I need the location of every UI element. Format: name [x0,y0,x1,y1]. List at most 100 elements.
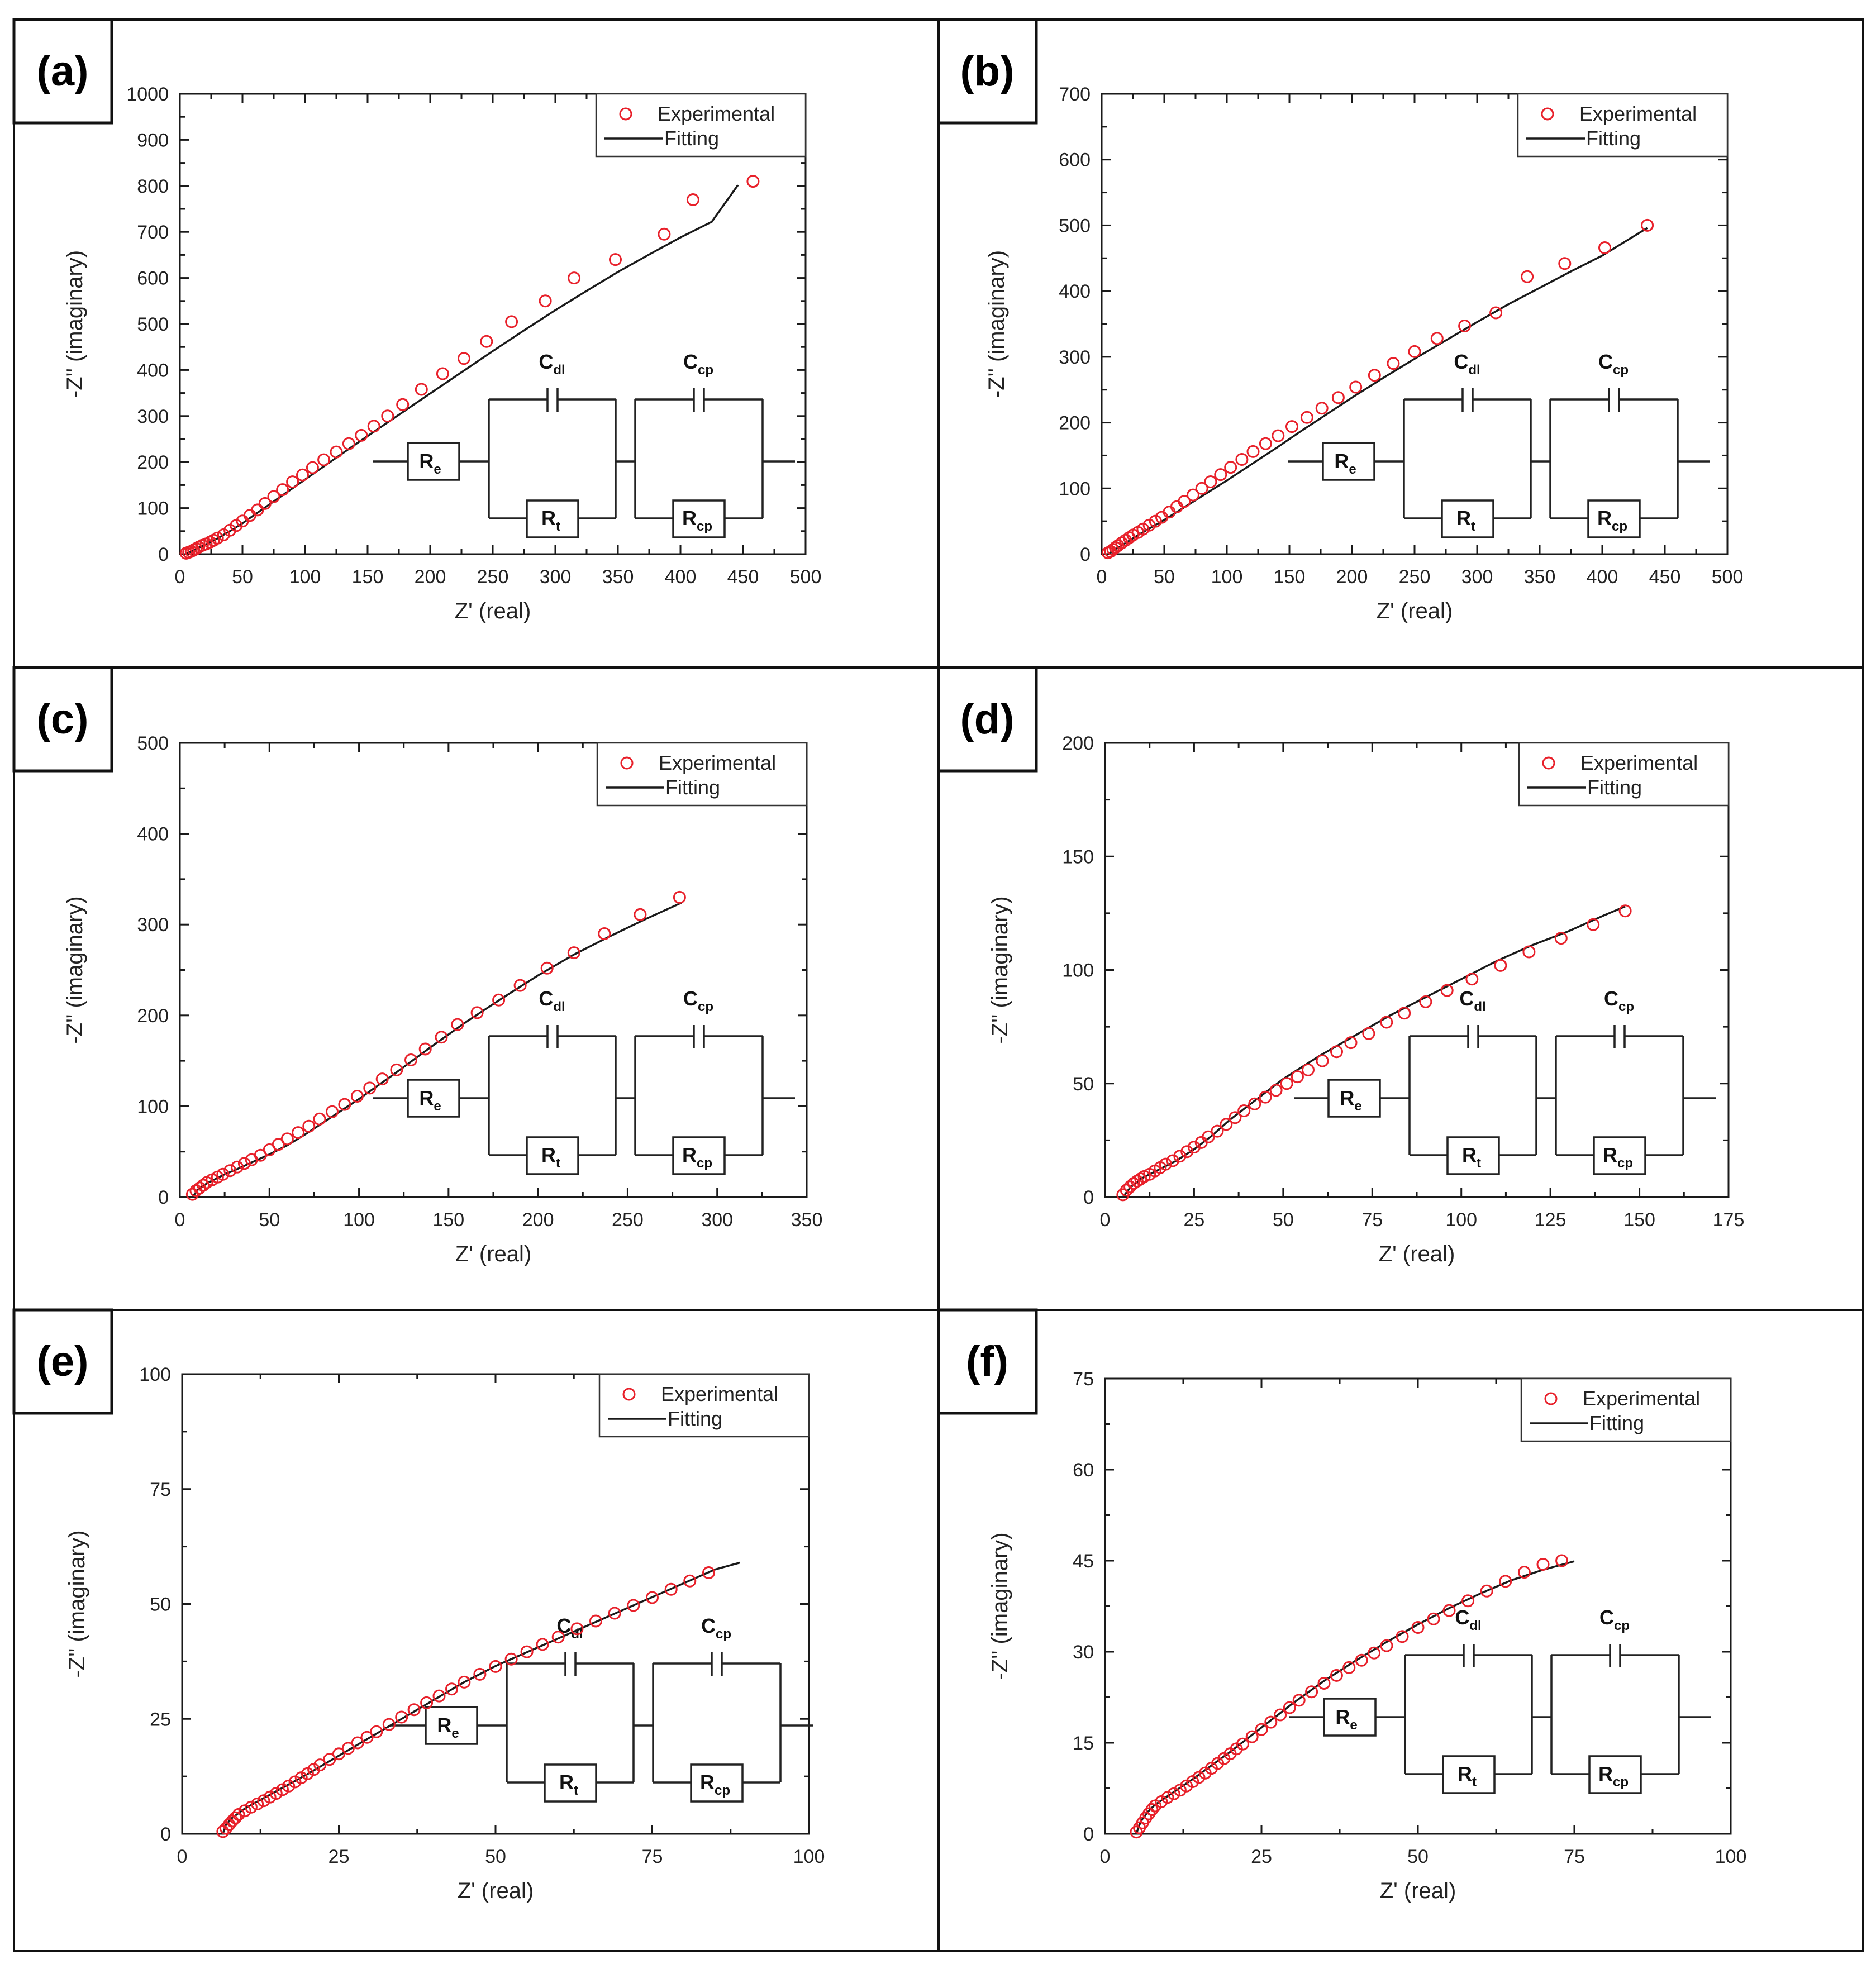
experimental-point [608,1607,621,1620]
experimental-point [1229,1111,1242,1124]
experimental-point [1248,1097,1261,1110]
x-tick-label: 100 [1715,1846,1747,1867]
experimental-point [1558,257,1572,270]
y-tick-label: 500 [137,314,169,335]
experimental-point [1204,475,1217,488]
experimental-point [1211,1124,1224,1138]
legend-experimental-label: Experimental [1579,102,1697,125]
x-tick-label: 75 [1564,1846,1585,1867]
experimental-point [1145,1803,1159,1816]
legend-experimental-marker [619,107,632,121]
y-tick-label: 60 [1073,1460,1094,1481]
x-tick-label: 450 [727,566,759,588]
y-tick-label: 25 [150,1709,171,1730]
panel-tag-box [12,666,113,773]
y-tick-label: 0 [1080,544,1091,565]
x-tick-label: 400 [665,566,697,588]
experimental-point [1300,411,1313,424]
experimental-point [1587,918,1600,931]
x-tick-label: 100 [1445,1209,1477,1231]
experimental-point [363,1081,377,1095]
experimental-point [1380,1639,1393,1652]
re-resistor [407,1079,460,1118]
legend-fitting-label: Fitting [668,1407,722,1430]
legend-experimental-label: Experimental [659,751,776,774]
experimental-point [504,1652,518,1666]
experimental-point [540,961,554,975]
x-tick-label: 0 [1100,1846,1111,1867]
experimental-point [276,483,289,497]
x-tick-label: 300 [701,1209,733,1231]
experimental-point [238,1804,251,1818]
x-tick-label: 25 [328,1846,350,1867]
experimental-point [1342,1661,1356,1674]
legend-experimental-marker [1542,756,1555,770]
experimental-point [1427,1612,1440,1625]
experimental-point [435,1031,448,1044]
y-axis-title: -Z'' (imaginary) [988,1532,1012,1680]
y-tick-label: 300 [137,914,169,936]
x-tick-label: 50 [1154,566,1175,588]
panel-f: (f) 0 25 50 75 100 0 15 30 45 60 75 Z' (real) -Z'' (i… [937,1308,1864,1952]
y-tick-label: 500 [1059,215,1091,236]
experimental-point [223,1164,237,1178]
experimental-point [1408,345,1421,358]
experimental-point [646,1591,659,1604]
x-tick-label: 175 [1713,1209,1745,1231]
experimental-point [1136,522,1150,536]
experimental-point [1554,932,1568,945]
y-tick-label: 300 [137,406,169,427]
experimental-point [355,428,368,442]
experimental-point [1330,1045,1343,1059]
experimental-point [1245,1730,1259,1743]
x-tick-label: 300 [1461,566,1493,588]
x-tick-label: 50 [232,566,253,588]
experimental-point [415,383,428,396]
experimental-point [1387,357,1400,370]
experimental-point [1355,1653,1368,1667]
experimental-point [432,1689,446,1703]
experimental-point [296,468,309,482]
experimental-point [257,1794,270,1808]
rt-resistor [544,1763,597,1803]
experimental-point [1368,1646,1381,1660]
experimental-point [470,1006,484,1019]
x-tick-label: 300 [540,566,572,588]
experimental-point [1236,1737,1249,1751]
y-tick-label: 200 [137,1005,169,1027]
experimental-point [404,1053,417,1066]
legend-fitting-label: Fitting [1589,1412,1644,1434]
experimental-point [1187,488,1199,502]
legend-experimental-label: Experimental [1583,1387,1700,1410]
x-tick-label: 100 [343,1209,375,1231]
experimental-point [1269,1084,1283,1097]
x-tick-label: 250 [612,1209,644,1231]
experimental-point [251,1798,264,1810]
panel-tag: (b) [960,47,1014,95]
experimental-point [1465,973,1479,986]
y-tick-label: 15 [1073,1733,1094,1754]
y-tick-label: 150 [1062,846,1094,867]
experimental-point [683,1574,697,1588]
experimental-point [598,927,611,940]
experimental-point [1396,1630,1409,1643]
experimental-point [1167,1787,1180,1800]
x-tick-label: 200 [522,1209,554,1231]
experimental-point [350,1090,364,1103]
y-tick-label: 500 [137,733,169,754]
rcp-resistor [1588,1755,1642,1794]
experimental-point [185,1188,199,1201]
experimental-point [1214,468,1227,482]
panel-tag: (d) [960,695,1014,743]
experimental-point [1195,482,1208,495]
re-resistor [1322,442,1375,481]
experimental-point [1292,1694,1306,1707]
rt-resistor [1446,1136,1500,1175]
experimental-point [634,908,647,921]
experimental-point [513,979,527,992]
x-tick-label: 350 [1524,566,1556,588]
y-tick-label: 600 [137,268,169,289]
legend-box [1520,1377,1732,1442]
y-tick-label: 700 [1059,84,1091,105]
